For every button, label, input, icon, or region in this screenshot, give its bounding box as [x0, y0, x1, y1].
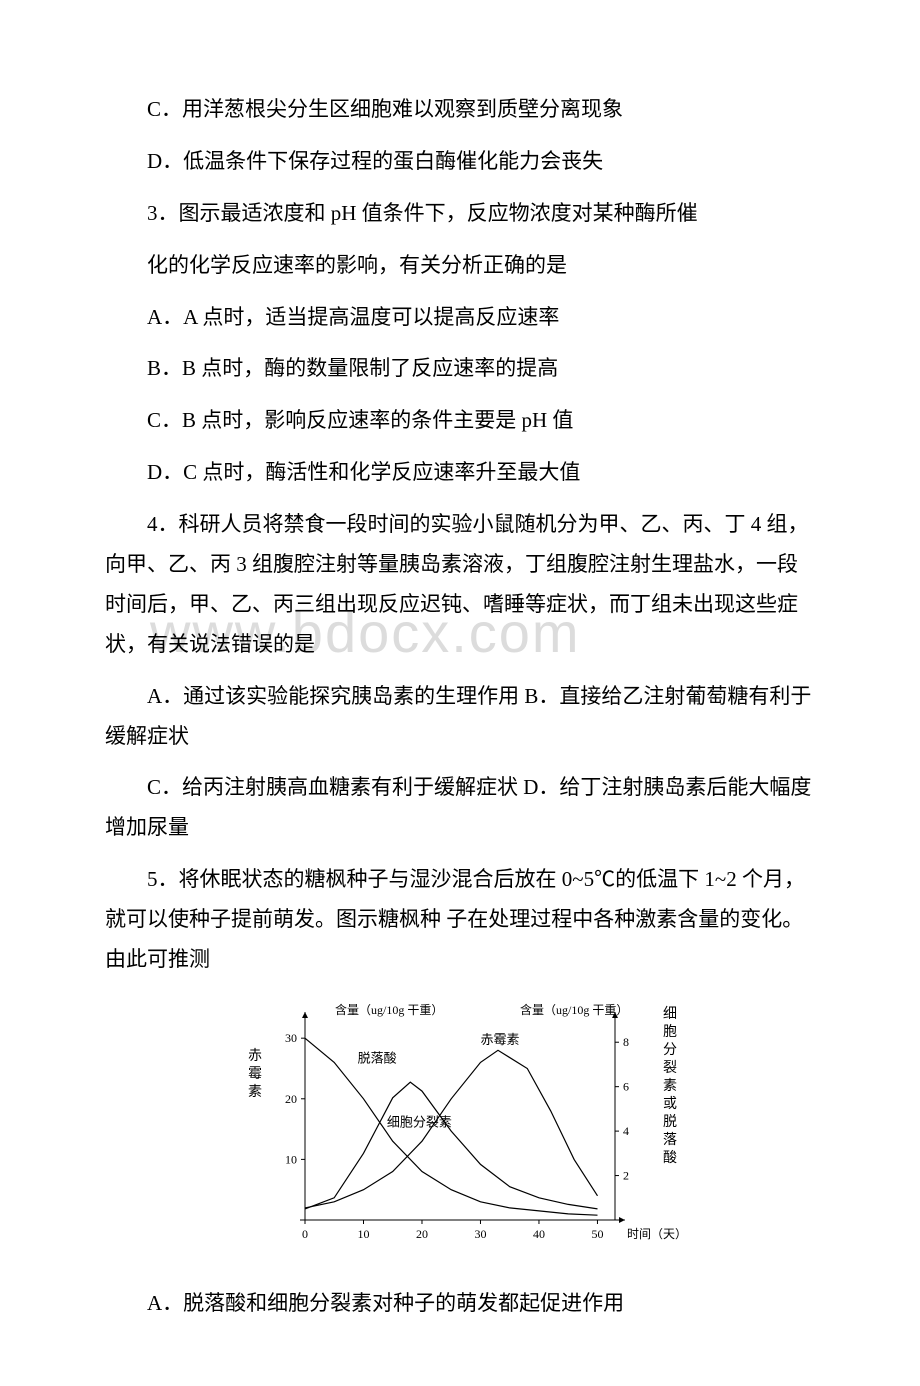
svg-text:素: 素	[663, 1078, 677, 1094]
svg-text:酸: 酸	[663, 1150, 677, 1166]
document-content: C．用洋葱根尖分生区细胞难以观察到质壁分离现象 D．低温条件下保存过程的蛋白酶催…	[105, 90, 815, 1324]
svg-text:脱: 脱	[663, 1114, 677, 1130]
svg-text:脱落酸: 脱落酸	[358, 1050, 397, 1065]
q3-option-a: A．A 点时，适当提高温度可以提高反应速率	[105, 298, 815, 338]
svg-text:4: 4	[623, 1124, 629, 1138]
svg-text:含量（ug/10g 干重）: 含量（ug/10g 干重）	[520, 1002, 628, 1017]
hormone-chart: 102030246801020304050脱落酸细胞分裂素赤霉素含量（ug/10…	[105, 995, 815, 1269]
svg-text:或: 或	[663, 1096, 677, 1112]
q5-stem: 5．将休眠状态的糖枫种子与湿沙混合后放在 0~5℃的低温下 1~2 个月，就可以…	[105, 860, 815, 980]
q3-option-b: B．B 点时，酶的数量限制了反应速率的提高	[105, 349, 815, 389]
svg-text:分: 分	[663, 1042, 677, 1058]
svg-text:30: 30	[285, 1031, 297, 1045]
svg-text:裂: 裂	[663, 1060, 677, 1076]
svg-text:含量（ug/10g 干重）: 含量（ug/10g 干重）	[335, 1002, 443, 1017]
q2-option-d: D．低温条件下保存过程的蛋白酶催化能力会丧失	[105, 142, 815, 182]
svg-text:20: 20	[285, 1092, 297, 1106]
svg-text:细胞分裂素: 细胞分裂素	[387, 1115, 452, 1130]
svg-text:20: 20	[416, 1227, 428, 1241]
svg-text:6: 6	[623, 1080, 629, 1094]
q2-option-c: C．用洋葱根尖分生区细胞难以观察到质壁分离现象	[105, 90, 815, 130]
hormone-chart-svg: 102030246801020304050脱落酸细胞分裂素赤霉素含量（ug/10…	[230, 995, 690, 1255]
q4-stem: 4．科研人员将禁食一段时间的实验小鼠随机分为甲、乙、丙、丁 4 组，向甲、乙、丙…	[105, 505, 815, 665]
svg-text:赤: 赤	[248, 1048, 262, 1064]
svg-text:素: 素	[248, 1084, 262, 1100]
svg-text:胞: 胞	[663, 1024, 677, 1040]
svg-text:2: 2	[623, 1168, 629, 1182]
svg-text:时间（天）: 时间（天）	[627, 1227, 687, 1241]
q4-options-cd: C．给丙注射胰高血糖素有利于缓解症状 D．给丁注射胰岛素后能大幅度增加尿量	[105, 768, 815, 848]
svg-text:40: 40	[533, 1227, 545, 1241]
q3-option-c: C．B 点时，影响反应速率的条件主要是 pH 值	[105, 401, 815, 441]
q4-options-ab: A．通过该实验能探究胰岛素的生理作用 B．直接给乙注射葡萄糖有利于缓解症状	[105, 677, 815, 757]
q5-option-a: A．脱落酸和细胞分裂素对种子的萌发都起促进作用	[105, 1284, 815, 1324]
svg-text:30: 30	[474, 1227, 486, 1241]
svg-text:10: 10	[357, 1227, 369, 1241]
svg-text:50: 50	[591, 1227, 603, 1241]
q3-stem-line1: 3．图示最适浓度和 pH 值条件下，反应物浓度对某种酶所催	[105, 194, 815, 234]
svg-text:细: 细	[663, 1006, 677, 1022]
svg-text:霉: 霉	[248, 1066, 262, 1082]
svg-text:8: 8	[623, 1035, 629, 1049]
svg-text:落: 落	[663, 1132, 677, 1148]
svg-text:赤霉素: 赤霉素	[480, 1032, 519, 1047]
q3-option-d: D．C 点时，酶活性和化学反应速率升至最大值	[105, 453, 815, 493]
svg-text:0: 0	[302, 1227, 308, 1241]
svg-text:10: 10	[285, 1152, 297, 1166]
q3-stem-line2: 化的化学反应速率的影响，有关分析正确的是	[105, 246, 815, 286]
